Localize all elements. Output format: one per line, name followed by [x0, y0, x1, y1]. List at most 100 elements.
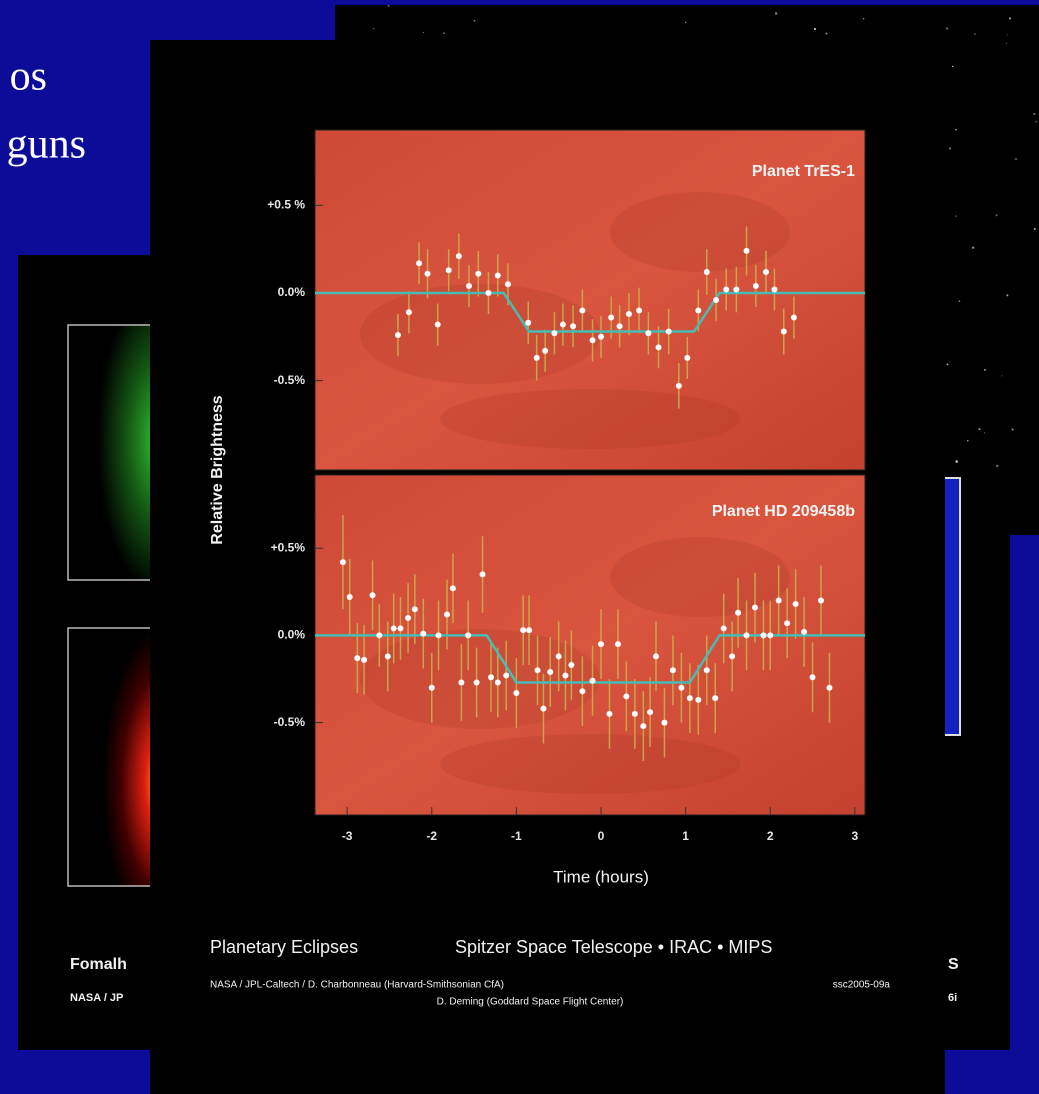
data-point	[525, 319, 532, 326]
data-point	[792, 601, 799, 608]
data-point	[589, 677, 596, 684]
star	[945, 27, 949, 30]
star	[1001, 375, 1003, 377]
card-title: S	[948, 956, 959, 973]
data-point	[645, 330, 652, 337]
y-tick-label: -0.5%	[274, 373, 306, 387]
y-axis-label: Relative Brightness	[209, 395, 226, 544]
y-tick-label: -0.5%	[274, 715, 306, 729]
star	[955, 460, 959, 463]
card-title: Fomalh	[70, 956, 127, 973]
texture	[610, 192, 790, 272]
star	[473, 19, 476, 22]
data-point	[616, 323, 623, 330]
data-point	[767, 632, 774, 639]
data-point	[394, 332, 401, 339]
data-point	[444, 611, 450, 618]
data-point	[669, 667, 676, 674]
data-point	[540, 705, 547, 712]
data-point	[494, 679, 501, 686]
star	[967, 439, 969, 442]
data-point	[818, 597, 824, 604]
data-point	[369, 592, 376, 599]
data-point	[434, 321, 441, 328]
star	[995, 214, 998, 217]
data-point	[801, 628, 808, 635]
star	[422, 32, 424, 34]
card-credit: NASA / JP	[70, 992, 123, 1004]
star	[1014, 157, 1018, 161]
data-point	[473, 679, 480, 686]
credit: NASA / JPL-Caltech / D. Charbonneau (Har…	[210, 980, 504, 991]
data-point	[428, 684, 435, 691]
data-point	[416, 260, 423, 267]
data-point	[570, 323, 577, 330]
star	[1008, 17, 1012, 20]
figure-id: ssc2005-09a	[833, 980, 891, 991]
data-point	[733, 286, 740, 293]
data-point	[826, 684, 833, 691]
data-point	[695, 307, 702, 314]
y-tick-label: 0.0%	[278, 628, 306, 642]
data-point	[339, 559, 346, 566]
data-point	[559, 321, 566, 328]
data-point	[547, 669, 554, 676]
star	[1006, 34, 1008, 36]
data-point	[661, 719, 668, 726]
data-point	[665, 328, 672, 335]
star	[443, 32, 445, 35]
data-point	[655, 344, 662, 351]
star	[958, 300, 961, 302]
data-point	[475, 270, 482, 277]
data-point	[752, 282, 759, 289]
star	[813, 28, 817, 31]
x-tick-label: -1	[511, 829, 522, 843]
data-point	[684, 354, 691, 361]
data-point	[526, 627, 533, 634]
data-point	[720, 625, 727, 632]
data-point	[713, 297, 720, 303]
data-point	[608, 314, 615, 321]
figure-subtitle: Spitzer Space Telescope • IRAC • MIPS	[455, 937, 772, 957]
star	[1033, 112, 1036, 115]
data-point	[449, 585, 456, 592]
data-point	[589, 337, 596, 344]
texture	[440, 734, 740, 794]
data-point	[780, 328, 787, 335]
data-point	[631, 710, 638, 717]
panel-title: Planet TrES-1	[752, 163, 855, 180]
data-point	[485, 289, 492, 296]
star	[862, 18, 865, 20]
star	[1035, 120, 1038, 123]
data-point	[534, 667, 541, 674]
x-tick-label: 3	[852, 829, 859, 843]
data-point	[598, 641, 604, 648]
data-point	[743, 247, 750, 254]
data-point	[784, 620, 791, 627]
star	[983, 432, 985, 434]
data-point	[455, 253, 462, 260]
star	[971, 246, 975, 249]
data-point	[695, 696, 702, 703]
data-point	[435, 632, 442, 639]
model-line	[315, 291, 865, 333]
data-point	[513, 689, 520, 696]
data-point	[729, 653, 736, 660]
star	[983, 368, 986, 371]
star	[1006, 294, 1009, 297]
data-point	[790, 314, 797, 321]
data-point	[551, 330, 558, 337]
star	[387, 4, 390, 7]
data-point	[542, 347, 549, 354]
data-point	[405, 614, 412, 621]
data-point	[346, 594, 353, 601]
credit: D. Deming (Goddard Space Flight Center)	[437, 997, 624, 1008]
data-point	[763, 268, 769, 275]
data-point	[712, 695, 719, 702]
star	[1011, 428, 1014, 431]
data-point	[520, 627, 527, 634]
data-point	[686, 695, 693, 702]
data-point	[397, 625, 404, 632]
data-point	[606, 710, 613, 717]
